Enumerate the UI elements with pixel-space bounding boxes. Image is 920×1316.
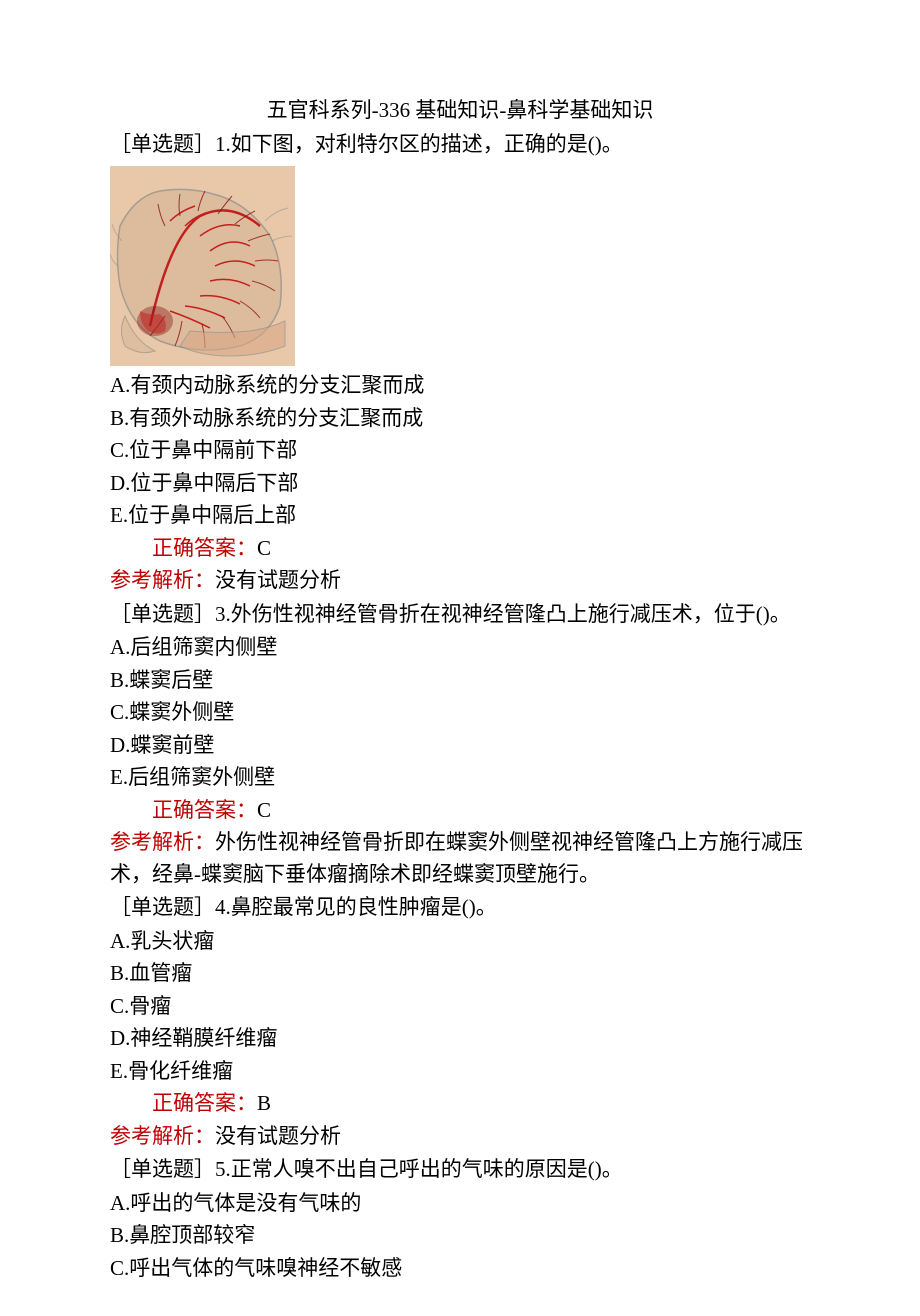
answer-value: C: [257, 536, 271, 560]
question-block: ［单选题］5.正常人嗅不出自己呼出的气味的原因是()。A.呼出的气体是没有气味的…: [110, 1154, 810, 1284]
option-item: B.血管瘤: [110, 958, 810, 990]
correct-answer: 正确答案：C: [110, 533, 810, 565]
correct-answer: 正确答案：C: [110, 795, 810, 827]
anatomy-diagram: [110, 166, 295, 366]
analysis-label: 参考解析：: [110, 568, 215, 592]
option-item: A.有颈内动脉系统的分支汇聚而成: [110, 370, 810, 402]
question-prompt: ［单选题］5.正常人嗅不出自己呼出的气味的原因是()。: [110, 1154, 810, 1186]
question-block: ［单选题］3.外伤性视神经管骨折在视神经管隆凸上施行减压术，位于()。A.后组筛…: [110, 599, 810, 891]
analysis: 参考解析：没有试题分析: [110, 565, 810, 597]
option-item: B.蝶窦后壁: [110, 665, 810, 697]
option-item: D.神经鞘膜纤维瘤: [110, 1023, 810, 1055]
option-item: A.呼出的气体是没有气味的: [110, 1188, 810, 1220]
answer-label: 正确答案：: [152, 1091, 257, 1115]
analysis: 参考解析：外伤性视神经管骨折即在蝶窦外侧壁视神经管隆凸上方施行减压术，经鼻-蝶窦…: [110, 827, 810, 890]
option-item: E.后组筛窦外侧壁: [110, 762, 810, 794]
option-item: B.有颈外动脉系统的分支汇聚而成: [110, 403, 810, 435]
option-item: E.位于鼻中隔后上部: [110, 500, 810, 532]
question-prompt: ［单选题］1.如下图，对利特尔区的描述，正确的是()。: [110, 129, 810, 161]
analysis-text: 没有试题分析: [215, 568, 341, 592]
answer-value: B: [257, 1091, 271, 1115]
analysis-label: 参考解析：: [110, 830, 215, 854]
answer-value: C: [257, 798, 271, 822]
option-item: C.呼出气体的气味嗅神经不敏感: [110, 1253, 810, 1285]
questions-container: ［单选题］1.如下图，对利特尔区的描述，正确的是()。 A.有颈内动脉系统的分支…: [110, 129, 810, 1285]
option-item: A.乳头状瘤: [110, 926, 810, 958]
correct-answer: 正确答案：B: [110, 1088, 810, 1120]
question-prompt: ［单选题］4.鼻腔最常见的良性肿瘤是()。: [110, 892, 810, 924]
option-item: E.骨化纤维瘤: [110, 1056, 810, 1088]
option-item: C.位于鼻中隔前下部: [110, 435, 810, 467]
answer-label: 正确答案：: [152, 798, 257, 822]
question-block: ［单选题］4.鼻腔最常见的良性肿瘤是()。A.乳头状瘤B.血管瘤C.骨瘤D.神经…: [110, 892, 810, 1152]
analysis-label: 参考解析：: [110, 1124, 215, 1148]
option-item: C.蝶窦外侧壁: [110, 697, 810, 729]
option-item: C.骨瘤: [110, 991, 810, 1023]
option-item: D.蝶窦前壁: [110, 730, 810, 762]
document-title: 五官科系列-336 基础知识-鼻科学基础知识: [110, 95, 810, 127]
analysis: 参考解析：没有试题分析: [110, 1121, 810, 1153]
question-prompt: ［单选题］3.外伤性视神经管骨折在视神经管隆凸上施行减压术，位于()。: [110, 599, 810, 631]
question-block: ［单选题］1.如下图，对利特尔区的描述，正确的是()。 A.有颈内动脉系统的分支…: [110, 129, 810, 597]
option-item: B.鼻腔顶部较窄: [110, 1220, 810, 1252]
option-item: D.位于鼻中隔后下部: [110, 468, 810, 500]
analysis-text: 没有试题分析: [215, 1124, 341, 1148]
option-item: A.后组筛窦内侧壁: [110, 632, 810, 664]
answer-label: 正确答案：: [152, 536, 257, 560]
